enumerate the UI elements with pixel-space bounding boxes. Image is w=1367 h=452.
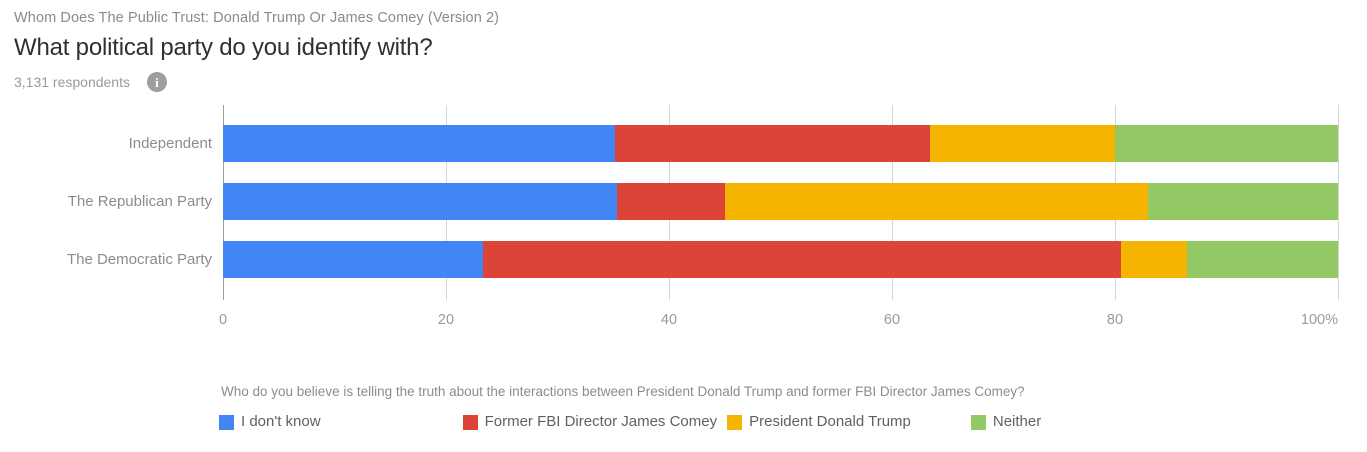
legend-item[interactable]: I don't know [219, 413, 321, 431]
stacked-bar-chart: Independent The Republican Party The Democ… [0, 100, 1367, 350]
category-label: The Democratic Party [66, 251, 212, 268]
legend-label: Former FBI Director James Comey [484, 413, 718, 430]
category-label: Independent [128, 135, 212, 152]
bar-segment[interactable] [223, 241, 483, 278]
legend-label: President Donald Trump [749, 413, 911, 430]
x-tick-label: 20 [437, 312, 455, 328]
info-icon[interactable]: i [146, 72, 167, 92]
legend-title: Who do you believe is telling the truth … [221, 384, 1025, 399]
bar-segment[interactable] [1148, 183, 1338, 220]
bar-segment[interactable] [482, 241, 1121, 278]
legend-item-list: I don't know Former FBI Director James Co… [219, 413, 1041, 431]
bar-segment[interactable] [1187, 241, 1338, 278]
bar-segment[interactable] [929, 125, 1115, 162]
bar-segment[interactable] [1120, 241, 1188, 278]
bar-segment[interactable] [1114, 125, 1338, 162]
bar-segment[interactable] [615, 125, 930, 162]
gridline [1338, 105, 1339, 300]
bar-segment[interactable] [724, 183, 1149, 220]
x-tick-label: 60 [883, 312, 901, 328]
legend-swatch [727, 414, 743, 430]
x-tick-label: 0 [218, 312, 228, 328]
bar-segment[interactable] [223, 183, 617, 220]
chart-header: Whom Does The Public Trust: Donald Trump… [14, 8, 1354, 92]
x-tick-label: 80 [1106, 312, 1124, 328]
bar-segment[interactable] [616, 183, 725, 220]
legend-swatch [970, 414, 986, 430]
legend-item[interactable]: Former FBI Director James Comey [462, 413, 718, 431]
bar-row [223, 241, 1338, 278]
legend-label: Neither [992, 413, 1042, 430]
legend-swatch [462, 414, 478, 430]
survey-title: Whom Does The Public Trust: Donald Trump… [14, 10, 500, 26]
legend-item[interactable]: Neither [970, 413, 1042, 431]
x-tick-label: 40 [660, 312, 678, 328]
bar-segment[interactable] [223, 125, 616, 162]
page-title: What political party do you identify wit… [14, 34, 433, 61]
bar-row [223, 125, 1338, 162]
legend-swatch [219, 414, 234, 430]
respondents-count: 3,131 respondents [14, 74, 130, 90]
respondents-row: 3,131 respondents i [14, 72, 1354, 92]
plot-area [223, 105, 1339, 300]
x-tick-label: 100% [1300, 312, 1338, 328]
category-label: The Republican Party [67, 193, 212, 210]
bar-row [223, 183, 1338, 220]
legend-item[interactable]: President Donald Trump [727, 413, 911, 431]
legend-label: I don't know [241, 413, 321, 430]
